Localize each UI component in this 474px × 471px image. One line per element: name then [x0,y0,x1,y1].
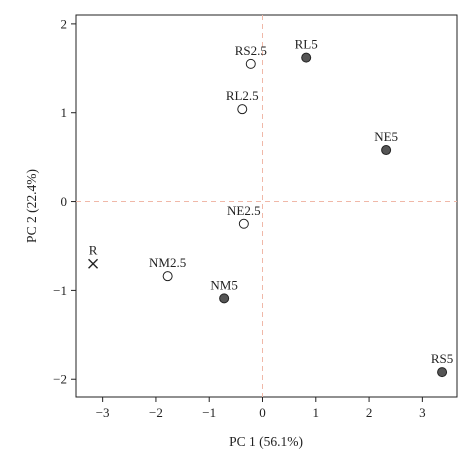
x-tick-label: 3 [419,405,426,420]
data-points: RS2.5 RL5 RL2.5 NE5 NE2.5 R NM2.5 NM5 RS5 [88,37,453,378]
x-tick-label: −3 [96,405,110,420]
point-label-rl5: RL5 [295,37,318,52]
point-marker-nm2-5 [162,271,173,282]
point-marker-ne5 [381,145,392,156]
point-label-rl2-5: RL2.5 [226,88,259,103]
point-label-r: R [89,243,98,258]
point-label-rs2-5: RS2.5 [235,43,267,58]
x-tick-label: −2 [149,405,163,420]
point-marker-rl2-5 [237,104,248,115]
point-label-rs5: RS5 [431,351,453,366]
y-axis-title: PC 2 (22.4%) [24,169,39,243]
y-tick-label: −1 [53,283,67,298]
point-label-ne5: NE5 [374,129,398,144]
y-tick-label: −2 [53,372,67,387]
y-tick-label: 2 [61,16,68,31]
x-tick-label: −1 [202,405,216,420]
y-tick-label: 1 [61,105,68,120]
x-axis-ticks: −3 −2 −1 0 1 2 3 [96,397,426,420]
point-marker-rl5 [301,52,312,63]
point-label-nm2-5: NM2.5 [149,255,186,270]
reference-lines [76,15,457,397]
point-label-nm5: NM5 [210,277,237,292]
x-tick-label: 0 [259,405,266,420]
x-tick-label: 2 [366,405,373,420]
point-label-ne2-5: NE2.5 [227,203,261,218]
y-axis-ticks: −2 −1 0 1 2 [53,16,76,387]
point-marker-rs5 [437,367,448,378]
point-marker-r [88,258,99,269]
x-tick-label: 1 [313,405,320,420]
x-axis-title: PC 1 (56.1%) [229,434,303,449]
point-marker-ne2-5 [238,218,249,229]
plot-frame [75,14,458,398]
point-marker-nm5 [219,293,230,304]
point-marker-rs2-5 [245,58,256,69]
y-tick-label: 0 [61,194,68,209]
